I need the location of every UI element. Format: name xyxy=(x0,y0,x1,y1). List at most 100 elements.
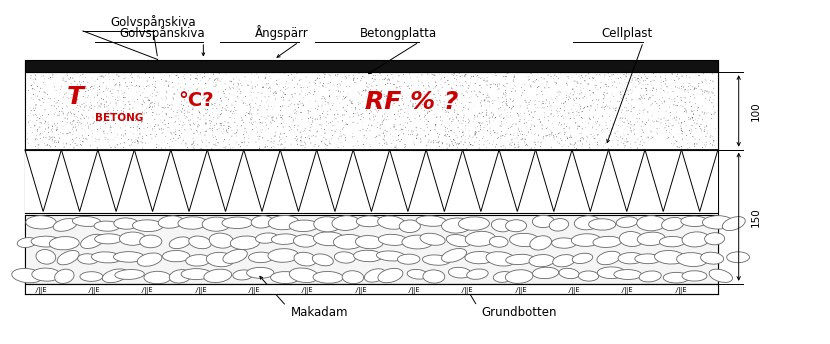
Point xyxy=(625,103,638,109)
Point xyxy=(369,87,383,93)
Point xyxy=(460,80,473,86)
Point xyxy=(526,79,540,85)
Point xyxy=(281,104,294,109)
Point xyxy=(607,121,620,127)
Point xyxy=(442,129,455,134)
Point xyxy=(351,120,364,126)
Point xyxy=(478,102,491,108)
Point xyxy=(602,84,615,89)
Point xyxy=(398,119,412,125)
Point xyxy=(177,120,190,126)
Point xyxy=(64,141,77,147)
Point xyxy=(347,134,360,139)
Point xyxy=(42,130,55,135)
Point xyxy=(94,104,107,110)
Point xyxy=(666,71,679,77)
Point xyxy=(491,130,504,136)
Point xyxy=(359,89,372,94)
Point xyxy=(238,74,251,79)
Point xyxy=(148,84,161,89)
Point xyxy=(675,126,688,132)
Point xyxy=(574,90,588,96)
Point xyxy=(547,75,560,81)
Point xyxy=(523,77,536,83)
Point xyxy=(481,128,494,133)
Point xyxy=(578,94,591,99)
Point xyxy=(295,100,309,106)
Point xyxy=(37,140,51,146)
Point xyxy=(134,101,148,106)
Point xyxy=(468,139,481,145)
Point xyxy=(341,103,354,108)
Point xyxy=(530,123,544,129)
Point xyxy=(504,85,517,91)
Point xyxy=(252,117,266,122)
Point xyxy=(49,144,62,150)
Point xyxy=(655,83,668,88)
Point xyxy=(76,79,90,85)
Point xyxy=(211,77,224,83)
Point xyxy=(395,137,408,142)
Point xyxy=(506,122,520,127)
Point xyxy=(84,100,97,105)
Point xyxy=(117,110,130,116)
Point xyxy=(615,101,628,106)
Point xyxy=(37,73,50,78)
Ellipse shape xyxy=(637,232,666,246)
Point xyxy=(189,76,203,81)
Point xyxy=(178,113,191,118)
Point xyxy=(239,113,252,118)
Point xyxy=(133,126,146,131)
Point xyxy=(331,84,344,89)
Point xyxy=(139,140,153,145)
Point xyxy=(583,88,596,94)
Point xyxy=(76,133,89,139)
Point xyxy=(232,77,246,83)
Point xyxy=(665,132,678,138)
Point xyxy=(551,143,564,149)
Point xyxy=(186,141,199,147)
Point xyxy=(673,116,686,122)
Point xyxy=(345,101,359,106)
Point xyxy=(693,112,706,118)
Point xyxy=(398,109,412,115)
Point xyxy=(401,84,414,89)
Point xyxy=(500,91,514,96)
Point xyxy=(244,93,257,99)
Point xyxy=(644,128,657,134)
Point xyxy=(446,139,459,144)
Point xyxy=(501,103,515,108)
Point xyxy=(133,126,146,131)
Point xyxy=(364,128,378,134)
Point xyxy=(364,108,377,114)
Point xyxy=(295,77,308,83)
Point xyxy=(264,112,277,118)
Point xyxy=(443,143,457,149)
Point xyxy=(405,129,418,135)
Point xyxy=(422,119,435,125)
Point xyxy=(530,85,544,90)
Point xyxy=(251,128,264,134)
Point xyxy=(581,104,594,109)
Point xyxy=(48,99,61,104)
Point xyxy=(113,82,126,87)
Point xyxy=(378,128,392,133)
Point xyxy=(521,105,535,111)
Point xyxy=(602,133,615,139)
Point xyxy=(614,139,627,145)
Point xyxy=(334,81,347,87)
Point xyxy=(561,136,574,141)
Point xyxy=(471,77,484,83)
Point xyxy=(532,99,545,104)
Point xyxy=(570,109,583,115)
Ellipse shape xyxy=(364,269,386,282)
Point xyxy=(463,118,476,124)
Point xyxy=(493,113,506,119)
Point xyxy=(557,115,570,121)
Point xyxy=(432,88,445,94)
Point xyxy=(80,86,93,91)
Point xyxy=(251,82,264,88)
Point xyxy=(696,140,709,145)
Point xyxy=(662,84,675,89)
Point xyxy=(118,90,131,96)
